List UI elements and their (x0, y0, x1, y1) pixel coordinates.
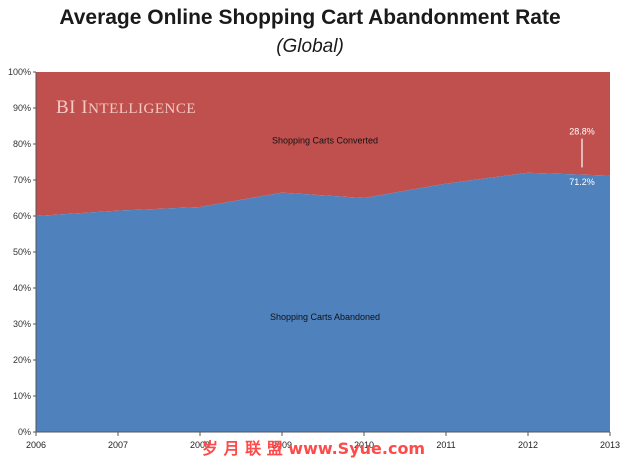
y-tick-label: 70% (13, 175, 31, 185)
y-tick-label: 40% (13, 283, 31, 293)
y-tick-label: 10% (13, 391, 31, 401)
series-label-abandoned: Shopping Carts Abandoned (270, 312, 380, 322)
x-axis-ticks: 2006 2007 2008 2009 2010 2011 2012 2013 (26, 432, 620, 450)
x-tick-label: 2006 (26, 440, 46, 450)
y-tick-label: 100% (8, 67, 31, 77)
y-tick-label: 60% (13, 211, 31, 221)
y-tick-label: 0% (18, 427, 31, 437)
chart-title: Average Online Shopping Cart Abandonment… (59, 6, 561, 29)
x-tick-label: 2011 (436, 440, 455, 450)
data-label-abandoned-2013: 71.2% (569, 177, 595, 187)
x-tick-label: 2012 (518, 440, 538, 450)
y-tick-label: 90% (13, 103, 31, 113)
y-tick-label: 30% (13, 319, 31, 329)
bi-intelligence-watermark: BI INTELLIGENCE (56, 97, 196, 118)
y-tick-label: 80% (13, 139, 31, 149)
x-tick-label: 2009 (272, 440, 292, 450)
y-axis-ticks: 0% 10% 20% 30% 40% 50% 60% 70% 80% 90% 100% (8, 67, 36, 437)
x-tick-label: 2007 (108, 440, 128, 450)
y-tick-label: 50% (13, 247, 31, 257)
x-tick-label: 2008 (190, 440, 210, 450)
y-tick-label: 20% (13, 355, 31, 365)
x-tick-label: 2010 (354, 440, 374, 450)
abandoned-area (36, 172, 610, 433)
converted-area (36, 72, 610, 216)
data-label-converted-2013: 28.8% (569, 126, 595, 136)
series-label-converted: Shopping Carts Converted (272, 135, 378, 145)
chart-subtitle: (Global) (276, 36, 344, 57)
site-watermark: 岁 月 联 盟 www.Syue.com (202, 439, 425, 458)
x-tick-label: 2013 (600, 440, 620, 450)
